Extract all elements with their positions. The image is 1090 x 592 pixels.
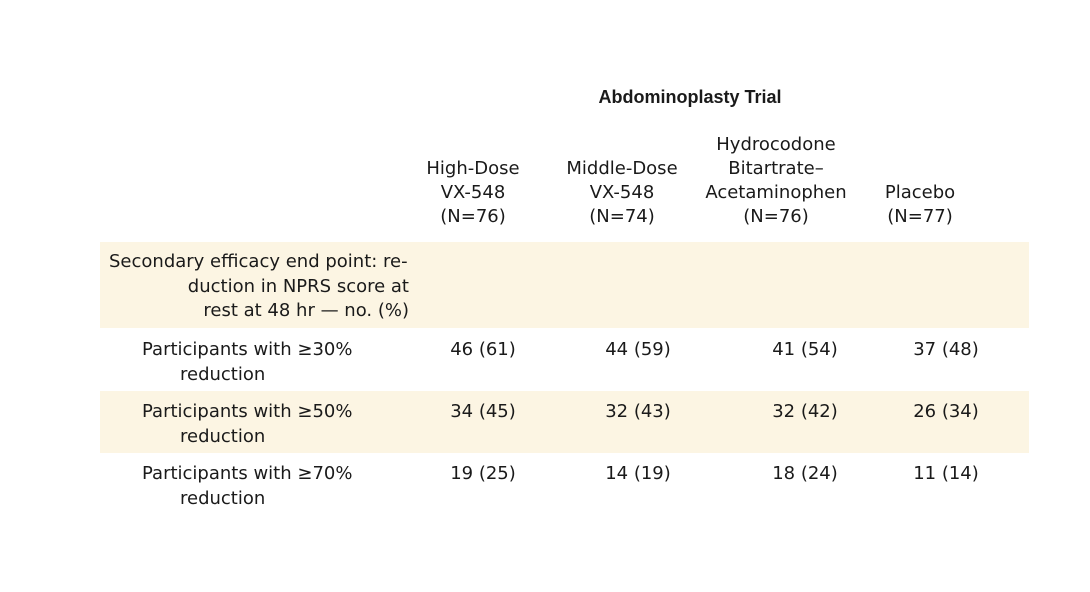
header-line: (N=76) (440, 206, 506, 227)
row-label-line: Participants with ≥50% (142, 401, 353, 422)
column-header-high-dose: High-Dose VX-548 (N=76) (413, 157, 533, 229)
table-cell: 37 (48) (913, 339, 979, 360)
row-label-line: Participants with ≥70% (142, 463, 353, 484)
trial-title: Abdominoplasty Trial (598, 87, 782, 107)
header-line: Hydrocodone (716, 134, 836, 155)
row-band (100, 391, 1029, 453)
header-line: (N=76) (743, 206, 809, 227)
table-cell: 19 (25) (450, 463, 516, 484)
header-line: Bitartrate– (728, 158, 824, 179)
section-label: Secondary efficacy end point: re- ductio… (109, 250, 409, 324)
row-label: Participants with ≥30% reduction (142, 338, 352, 387)
header-line: Acetaminophen (705, 182, 847, 203)
header-line: (N=74) (589, 206, 655, 227)
table-cell: 11 (14) (913, 463, 979, 484)
table-cell: 34 (45) (450, 401, 516, 422)
table-cell: 46 (61) (450, 339, 516, 360)
table-cell: 18 (24) (772, 463, 838, 484)
header-line: VX-548 (440, 182, 506, 203)
table-cell: 41 (54) (772, 339, 838, 360)
section-label-line: rest at 48 hr — no. (%) (203, 300, 409, 321)
row-label: Participants with ≥50% reduction (142, 400, 352, 449)
table-cell: 14 (19) (605, 463, 671, 484)
table-cell: 26 (34) (913, 401, 979, 422)
section-label-line: Secondary efficacy end point: re- (109, 251, 408, 272)
header-line: Middle-Dose (566, 158, 678, 179)
header-line: (N=77) (887, 206, 953, 227)
row-label-line: reduction (180, 425, 266, 447)
row-label-line: reduction (180, 363, 266, 385)
table-cell: 32 (43) (605, 401, 671, 422)
header-line: High-Dose (426, 158, 520, 179)
row-label: Participants with ≥70% reduction (142, 462, 352, 511)
table-cell: 32 (42) (772, 401, 838, 422)
section-band (100, 242, 1029, 328)
section-label-line: duction in NPRS score at (187, 275, 409, 297)
header-line: Placebo (884, 182, 956, 203)
row-label-line: Participants with ≥30% (142, 339, 353, 360)
column-header-hydrocodone: Hydrocodone Bitartrate– Acetaminophen (N… (700, 133, 852, 229)
row-label-line: reduction (180, 487, 266, 509)
column-header-middle-dose: Middle-Dose VX-548 (N=74) (556, 157, 688, 229)
column-header-placebo: Placebo (N=77) (872, 181, 968, 229)
header-line: VX-548 (589, 182, 655, 203)
table-cell: 44 (59) (605, 339, 671, 360)
